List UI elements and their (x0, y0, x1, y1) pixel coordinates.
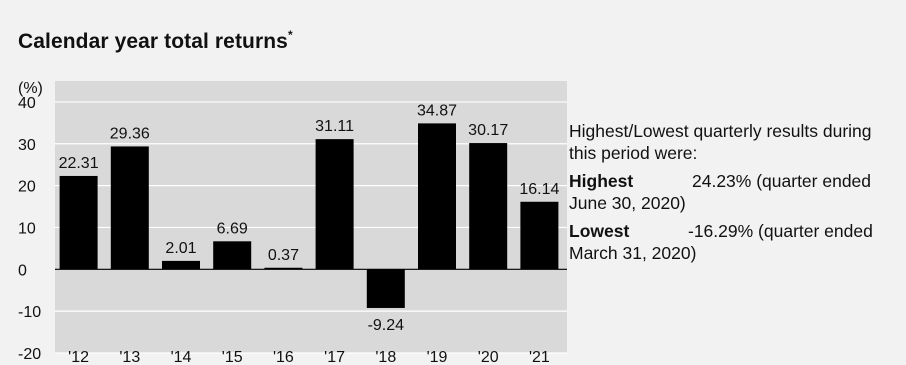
x-tick-label: '14 (171, 349, 192, 365)
x-tick-label: '19 (427, 349, 448, 365)
bars (59, 123, 559, 308)
x-tick-label: '15 (222, 349, 243, 365)
quarterly-results: Highest/Lowest quarterly results during … (569, 120, 899, 270)
lowest-label: Lowest (569, 221, 630, 241)
x-axis-ticks: '12 '13 '14 '15 '16 '17 '18 '19 '20 '21 (68, 349, 550, 365)
bar (264, 267, 303, 270)
bar (213, 241, 252, 270)
y-axis-label: (%) (18, 80, 43, 97)
bar-value-label: 0.37 (268, 247, 299, 264)
bar-value-label: 34.87 (417, 102, 457, 119)
highest-value: 24.23% (quarter ended June 30, 2020) (569, 171, 872, 213)
x-tick-label: '21 (529, 349, 550, 365)
bar-value-label: 6.69 (217, 220, 248, 237)
x-tick-label: '16 (273, 349, 294, 365)
bar-value-label: 29.36 (110, 125, 150, 142)
chart-title-text: Calendar year total returns (18, 30, 288, 53)
y-tick-label: 0 (18, 262, 27, 279)
x-tick-label: '20 (478, 349, 499, 365)
lowest-value: -16.29% (quarter ended March 31, 2020) (569, 221, 873, 263)
y-tick-label: 40 (18, 95, 36, 112)
bar (162, 260, 200, 270)
bar (520, 201, 559, 270)
highest-result: Highest 24.23% (quarter ended June 30, 20… (569, 170, 899, 214)
bar (110, 146, 149, 270)
chart-title: Calendar year total returns* (18, 28, 293, 54)
y-tick-label: -10 (18, 304, 41, 321)
quarterly-intro: Highest/Lowest quarterly results during … (569, 121, 872, 163)
bar (418, 123, 456, 270)
x-tick-label: '18 (375, 349, 396, 365)
lowest-result: Lowest -16.29% (quarter ended March 31, 2… (569, 220, 899, 264)
y-tick-label: 10 (18, 220, 36, 237)
bar-value-label: 31.11 (315, 118, 354, 135)
footnote-marker: * (287, 28, 293, 42)
highest-label: Highest (569, 171, 634, 191)
bar-value-label: 16.14 (519, 181, 559, 198)
bar-value-label: 2.01 (165, 240, 196, 257)
x-tick-label: '13 (119, 349, 140, 365)
value-labels: 22.31 29.36 2.01 6.69 0.37 31.11 -9.24 34.87 30.… (59, 102, 560, 334)
bar (315, 139, 354, 270)
x-tick-label: '12 (68, 349, 89, 365)
bar (59, 175, 98, 270)
y-tick-label: 20 (18, 179, 36, 196)
bar (366, 269, 405, 308)
bar (469, 143, 508, 270)
bar-value-label: -9.24 (368, 317, 405, 334)
bar-value-label: 30.17 (468, 122, 508, 139)
y-axis-ticks: -20 -10 0 10 20 30 40 (18, 95, 41, 363)
x-tick-label: '17 (324, 349, 345, 365)
bar-value-label: 22.31 (59, 155, 99, 172)
y-tick-label: 30 (18, 137, 36, 154)
y-tick-label: -20 (18, 346, 41, 363)
